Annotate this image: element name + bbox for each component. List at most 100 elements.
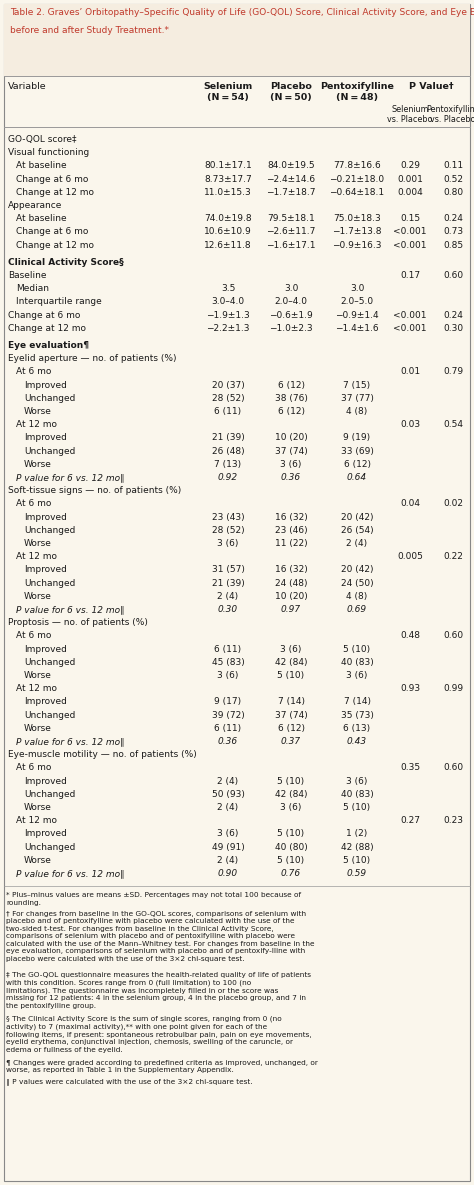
Text: Selenium
vs. Placebo: Selenium vs. Placebo xyxy=(387,105,433,124)
Text: −0.21±18.0: −0.21±18.0 xyxy=(329,174,384,184)
Text: 21 (39): 21 (39) xyxy=(211,434,245,442)
Text: 10 (20): 10 (20) xyxy=(274,434,307,442)
Text: 0.24: 0.24 xyxy=(443,310,463,320)
Text: 42 (88): 42 (88) xyxy=(341,843,374,852)
Text: § The Clinical Activity Score is the sum of single scores, ranging from 0 (no
ac: § The Clinical Activity Score is the sum… xyxy=(6,1016,311,1052)
Text: 37 (74): 37 (74) xyxy=(274,447,307,455)
Text: 16 (32): 16 (32) xyxy=(274,513,307,521)
Text: Median: Median xyxy=(16,284,49,293)
Text: 0.22: 0.22 xyxy=(443,552,463,562)
Text: 3 (6): 3 (6) xyxy=(217,539,239,547)
Text: * Plus–minus values are means ±SD. Percentages may not total 100 because of
roun: * Plus–minus values are means ±SD. Perce… xyxy=(6,892,301,905)
Text: Change at 6 mo: Change at 6 mo xyxy=(8,310,81,320)
Text: 0.36: 0.36 xyxy=(281,473,301,482)
Text: 6 (13): 6 (13) xyxy=(344,724,371,732)
Text: 49 (91): 49 (91) xyxy=(211,843,245,852)
Text: −2.6±11.7: −2.6±11.7 xyxy=(266,228,316,236)
Text: Worse: Worse xyxy=(24,856,52,865)
Text: Worse: Worse xyxy=(24,406,52,416)
Text: 35 (73): 35 (73) xyxy=(340,711,374,719)
Text: 3.0: 3.0 xyxy=(284,284,298,293)
Text: 3.5: 3.5 xyxy=(221,284,235,293)
Text: 2.0–5.0: 2.0–5.0 xyxy=(340,297,374,307)
Text: 0.27: 0.27 xyxy=(400,816,420,825)
Text: 0.004: 0.004 xyxy=(397,187,423,197)
Text: Interquartile range: Interquartile range xyxy=(16,297,102,307)
Text: Unchanged: Unchanged xyxy=(24,789,75,799)
Text: 33 (69): 33 (69) xyxy=(340,447,374,455)
Text: Worse: Worse xyxy=(24,803,52,812)
Text: Clinical Activity Score§: Clinical Activity Score§ xyxy=(8,258,124,267)
Text: Visual functioning: Visual functioning xyxy=(8,148,89,158)
Text: 24 (48): 24 (48) xyxy=(275,578,307,588)
Text: 5 (10): 5 (10) xyxy=(277,776,305,786)
Text: 39 (72): 39 (72) xyxy=(211,711,245,719)
Text: 3 (6): 3 (6) xyxy=(280,803,301,812)
Text: 6 (11): 6 (11) xyxy=(214,724,242,732)
Text: 0.54: 0.54 xyxy=(443,421,463,429)
Text: 5 (10): 5 (10) xyxy=(344,645,371,654)
Text: 7 (13): 7 (13) xyxy=(214,460,242,469)
Text: 0.02: 0.02 xyxy=(443,499,463,508)
Text: 0.60: 0.60 xyxy=(443,763,463,773)
Text: 5 (10): 5 (10) xyxy=(344,856,371,865)
Text: −0.9±1.4: −0.9±1.4 xyxy=(335,310,379,320)
Text: 6 (11): 6 (11) xyxy=(214,406,242,416)
Text: 0.24: 0.24 xyxy=(443,214,463,223)
Text: Pentoxifylline
vs. Placebo: Pentoxifylline vs. Placebo xyxy=(426,105,474,124)
Text: 0.69: 0.69 xyxy=(347,606,367,614)
Text: −2.2±1.3: −2.2±1.3 xyxy=(206,324,250,333)
Text: <0.001: <0.001 xyxy=(393,228,427,236)
Text: 0.76: 0.76 xyxy=(281,869,301,878)
Text: 6 (12): 6 (12) xyxy=(277,380,304,390)
Text: 26 (54): 26 (54) xyxy=(341,526,374,534)
Text: 74.0±19.8: 74.0±19.8 xyxy=(204,214,252,223)
Text: 2 (4): 2 (4) xyxy=(346,539,367,547)
Text: 0.64: 0.64 xyxy=(347,473,367,482)
Text: 9 (19): 9 (19) xyxy=(344,434,371,442)
Text: Change at 12 mo: Change at 12 mo xyxy=(16,187,94,197)
Text: 0.001: 0.001 xyxy=(397,174,423,184)
Text: 11 (22): 11 (22) xyxy=(275,539,307,547)
Text: before and after Study Treatment.*: before and after Study Treatment.* xyxy=(10,26,169,36)
Text: 3 (6): 3 (6) xyxy=(280,460,301,469)
Bar xyxy=(4,4,470,76)
Text: 0.59: 0.59 xyxy=(347,869,367,878)
Text: 28 (52): 28 (52) xyxy=(212,526,244,534)
Text: 0.93: 0.93 xyxy=(400,684,420,693)
Text: 6 (11): 6 (11) xyxy=(214,645,242,654)
Text: 0.15: 0.15 xyxy=(400,214,420,223)
Text: At baseline: At baseline xyxy=(16,161,67,171)
Text: 0.80: 0.80 xyxy=(443,187,463,197)
Text: −1.9±1.3: −1.9±1.3 xyxy=(206,310,250,320)
Text: 0.04: 0.04 xyxy=(400,499,420,508)
Text: 0.85: 0.85 xyxy=(443,241,463,250)
Text: 4 (8): 4 (8) xyxy=(346,591,368,601)
Text: Baseline: Baseline xyxy=(8,271,46,280)
Text: 80.1±17.1: 80.1±17.1 xyxy=(204,161,252,171)
Text: 3 (6): 3 (6) xyxy=(346,671,368,680)
Text: 0.90: 0.90 xyxy=(218,869,238,878)
Text: Worse: Worse xyxy=(24,460,52,469)
Text: † For changes from baseline in the GO-QOL scores, comparisons of selenium with
p: † For changes from baseline in the GO-QO… xyxy=(6,911,315,962)
Text: ¶ Changes were graded according to predefined criteria as improved, unchanged, o: ¶ Changes were graded according to prede… xyxy=(6,1059,318,1074)
Text: At 12 mo: At 12 mo xyxy=(16,552,57,562)
Text: 0.48: 0.48 xyxy=(400,632,420,640)
Text: 0.52: 0.52 xyxy=(443,174,463,184)
Text: Worse: Worse xyxy=(24,591,52,601)
Text: Variable: Variable xyxy=(8,82,46,91)
Text: (N = 54): (N = 54) xyxy=(207,92,249,102)
Text: ∥ P values were calculated with the use of the 3×2 chi-square test.: ∥ P values were calculated with the use … xyxy=(6,1078,253,1085)
Text: 0.35: 0.35 xyxy=(400,763,420,773)
Text: 2 (4): 2 (4) xyxy=(218,776,238,786)
Text: Appearance: Appearance xyxy=(8,201,63,210)
Text: 23 (46): 23 (46) xyxy=(275,526,307,534)
Text: Unchanged: Unchanged xyxy=(24,843,75,852)
Text: Placebo: Placebo xyxy=(270,82,312,91)
Text: 2 (4): 2 (4) xyxy=(218,803,238,812)
Text: <0.001: <0.001 xyxy=(393,241,427,250)
Text: −1.6±17.1: −1.6±17.1 xyxy=(266,241,316,250)
Text: 0.005: 0.005 xyxy=(397,552,423,562)
Text: At 6 mo: At 6 mo xyxy=(16,763,51,773)
Text: 0.37: 0.37 xyxy=(281,737,301,747)
